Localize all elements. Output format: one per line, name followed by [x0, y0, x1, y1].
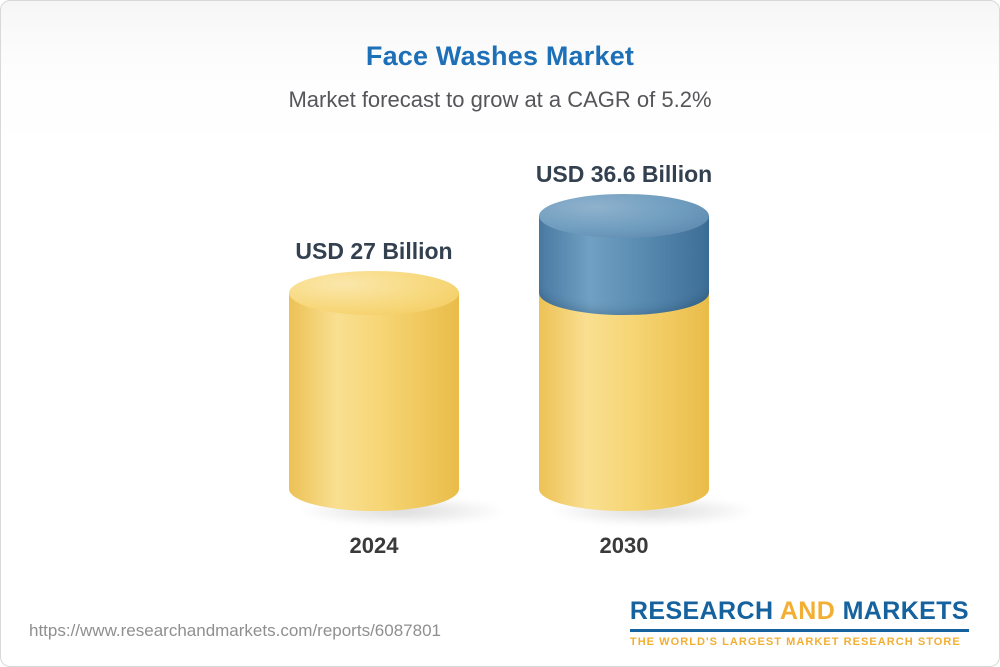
chart-subtitle: Market forecast to grow at a CAGR of 5.2…: [288, 87, 712, 112]
logo-word-and: AND: [779, 597, 836, 625]
chart-title: Face Washes Market: [365, 41, 635, 71]
logo-tagline: THE WORLD'S LARGEST MARKET RESEARCH STOR…: [629, 636, 961, 648]
research-and-markets-logo: RESEARCH AND MARKETS THE WORLD'S LARGEST…: [629, 597, 969, 648]
x-axis-label-2030: 2030: [599, 533, 649, 558]
logo-word-markets: MARKETS: [842, 597, 969, 625]
value-label-2024: USD 27 Billion: [295, 238, 453, 265]
logo-word-research: RESEARCH: [629, 597, 774, 625]
bar-2030-top-cap: [539, 194, 709, 238]
bar-2024-top-cap: [289, 271, 459, 316]
logo-wordmark: RESEARCH AND MARKETS: [630, 597, 969, 626]
report-url: https://www.researchandmarkets.com/repor…: [29, 621, 441, 640]
x-axis-label-2024: 2024: [349, 533, 399, 558]
logo-divider-rule: [629, 629, 969, 632]
bar-2030-base-segment: [539, 293, 709, 511]
bar-2024-body: [289, 293, 459, 511]
value-label-2030: USD 36.6 Billion: [535, 161, 713, 187]
